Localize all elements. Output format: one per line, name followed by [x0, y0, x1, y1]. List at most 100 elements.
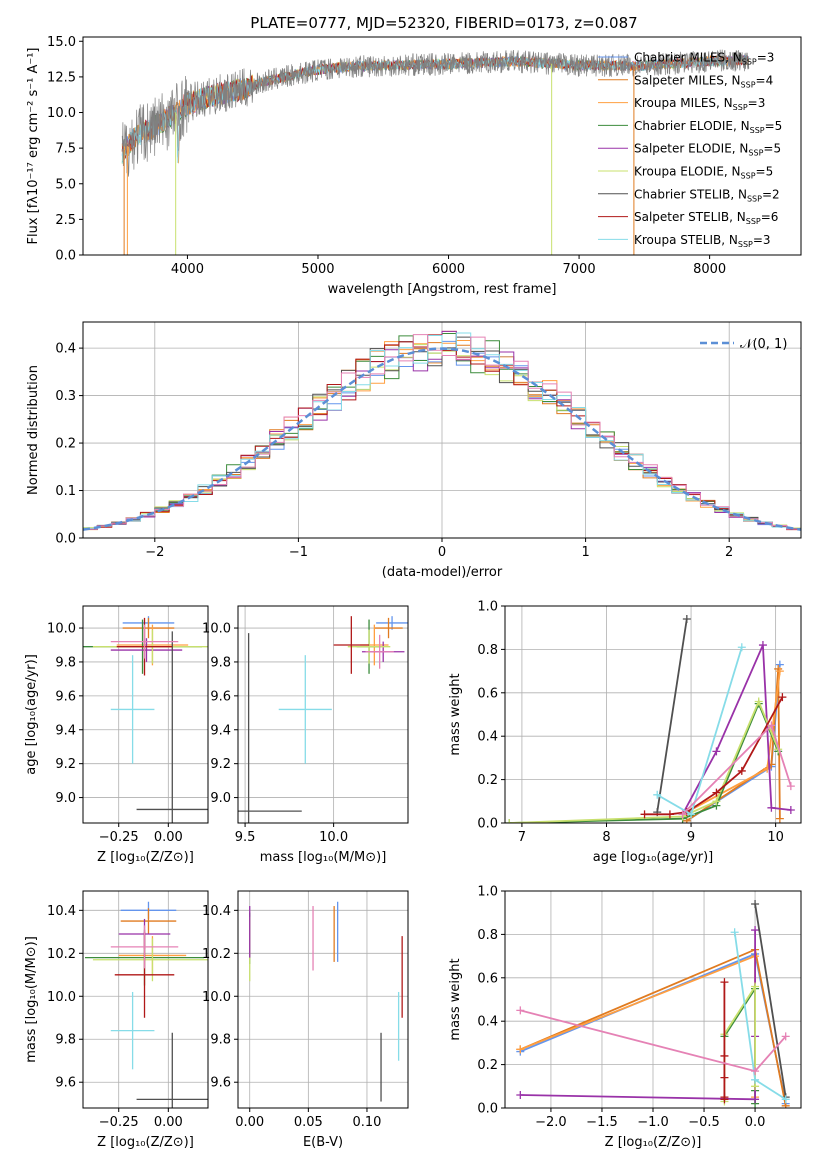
marker: [767, 721, 776, 730]
marker: [781, 1032, 790, 1041]
series-salpeter_stelib: [640, 693, 787, 819]
x-tick-label: −2.0: [535, 1115, 567, 1130]
y-tick-label: 0.4: [55, 342, 76, 357]
x-tick-label: 7: [518, 830, 526, 845]
marker: [751, 1075, 760, 1084]
x-axis-label: Z [log₁₀(Z/Z⊙)]: [97, 1135, 194, 1150]
errorbar-point-kroupa_stelib: [278, 655, 332, 764]
legend-entry: Chabrier STELIB, NSSP=2: [634, 187, 780, 203]
x-tick-label: 0.10: [352, 1115, 381, 1130]
y-tick-label: 0.1: [55, 484, 76, 499]
axes-4: 7 8 9 10 0.0 0.2 0.4 0.6 0.8 1.0 age [log₁₀(age/yr…: [448, 600, 802, 865]
legend-entry: Salpeter ELODIE, NSSP=5: [634, 142, 781, 158]
y-tick-label: 12.5: [47, 70, 76, 85]
y-tick-label: 9.4: [55, 723, 76, 738]
series-pink: [516, 1006, 790, 1076]
series-pink: [678, 721, 795, 819]
errorbar-point-pink: [110, 624, 179, 659]
marker: [682, 615, 691, 624]
y-tick-label: 1.0: [477, 885, 498, 900]
legend-entry: 𝒩(0, 1): [740, 337, 787, 352]
axes-3: 9.5 10.0 9.0 9.2 9.4 9.6 9.8 10.0 mass [log₁₀(M/…: [202, 605, 409, 865]
y-tick-label: 9.8: [210, 655, 231, 670]
y-tick-label: 0.8: [477, 643, 498, 658]
marker: [687, 810, 696, 819]
x-tick-label: 0.00: [154, 1115, 183, 1130]
y-tick-label: 0.0: [477, 1102, 498, 1117]
y-tick-label: 9.6: [55, 1076, 76, 1091]
marker: [775, 814, 784, 823]
errorbar-point-pink: [110, 925, 179, 969]
residual-histogram-kroupa_stelib: [83, 332, 801, 532]
errorbar-point-pink: [365, 634, 394, 669]
axes-frame: [237, 605, 409, 824]
marker: [737, 766, 746, 775]
x-axis-label: age [log₁₀(age/yr)]: [593, 850, 714, 865]
plot-area-0: [121, 49, 750, 255]
chart-title: PLATE=0777, MJD=52320, FIBERID=0173, z=0…: [250, 14, 637, 32]
series-kroupa_miles: [516, 952, 760, 1102]
y-tick-label: 9.4: [210, 723, 231, 738]
axes-1: −2 −1 0 1 2 0.0 0.1 0.2 0.3 0.4 (data-model)/error…: [26, 321, 802, 580]
axes-frame: [82, 605, 209, 824]
y-tick-label: 0.0: [55, 249, 76, 264]
x-tick-label: 0.00: [235, 1115, 264, 1130]
axes-7: −2.0 −1.5 −1.0 −0.5 0.0 0.0 0.2 0.4 0.6 0.8 1.0 Z […: [448, 885, 802, 1150]
marker: [516, 1045, 525, 1054]
y-tick-label: 9.8: [55, 655, 76, 670]
normal-curve: [83, 347, 801, 531]
errorbar-point-kroupa_stelib: [110, 991, 155, 1070]
errorbar-point-chabrier_stelib: [238, 633, 302, 823]
marker: [751, 900, 760, 909]
y-tick-label: 10.0: [202, 622, 231, 637]
series-salpeter_stelib: [720, 978, 729, 1104]
series-kroupa_elodie: [505, 697, 783, 823]
y-tick-label: 2.5: [55, 213, 76, 228]
marker: [786, 782, 795, 791]
errorbar-point-chabrier_stelib: [136, 631, 208, 823]
y-tick-label: 9.6: [210, 689, 231, 704]
x-tick-label: 7000: [563, 262, 596, 277]
y-tick-label: 0.3: [55, 389, 76, 404]
legend-entry: Chabrier MILES, NSSP=3: [634, 51, 774, 67]
marker: [653, 790, 662, 799]
errorbar-point-salpeter_miles: [374, 617, 403, 639]
plot-area-3: [238, 616, 408, 823]
y-axis-label: Normed distribution: [26, 365, 41, 495]
x-tick-label: −0.25: [99, 1115, 139, 1130]
y-tick-label: 15.0: [47, 35, 76, 50]
series-kroupa_elodie: [720, 982, 760, 1106]
errorbar-point-kroupa_elodie: [92, 938, 208, 982]
x-axis-label: (data-model)/error: [382, 565, 503, 580]
plot-area-5: [84, 901, 208, 1108]
plot-area-4: [505, 615, 795, 823]
marker: [516, 1006, 525, 1015]
axes-5: −0.25 0.00 9.6 9.8 10.0 10.2 10.4 Z [log₁₀(Z/Z⊙…: [24, 890, 209, 1150]
x-tick-label: −1.5: [586, 1115, 618, 1130]
legend-entry: Kroupa MILES, NSSP=3: [634, 96, 765, 112]
marker: [775, 667, 784, 676]
y-axis-label: age [log₁₀(age/yr)]: [24, 654, 39, 775]
x-tick-label: 8000: [693, 262, 726, 277]
y-tick-label: 9.0: [55, 791, 76, 806]
marker: [505, 819, 514, 823]
axes-frame: [82, 321, 802, 539]
y-tick-label: 7.5: [55, 142, 76, 157]
x-axis-label: wavelength [Angstrom, rest frame]: [328, 282, 557, 297]
legend-entry: Kroupa STELIB, NSSP=3: [634, 233, 771, 249]
errorbar-point-kroupa_elodie: [347, 629, 391, 664]
errorbar-point-kroupa_stelib: [110, 655, 155, 764]
series-chabrier_stelib: [653, 615, 691, 817]
x-tick-label: 2: [725, 545, 733, 560]
plot-area-6: [249, 901, 403, 1102]
marker: [720, 1073, 729, 1082]
x-tick-label: 0.05: [294, 1115, 323, 1130]
legend: Chabrier MILES, NSSP=3 Salpeter MILES, NS…: [598, 51, 782, 249]
marker: [720, 1051, 729, 1060]
x-tick-label: 0.0: [745, 1115, 766, 1130]
y-tick-label: 10.2: [47, 947, 76, 962]
y-tick-label: 0.4: [477, 730, 498, 745]
legend-entry: Chabrier ELODIE, NSSP=5: [634, 119, 782, 135]
series-salpeter_elodie: [516, 926, 760, 1104]
axes-6: 0.00 0.05 0.10 9.6 9.8 10.0 10.2 10.4 E(B-V): [202, 890, 409, 1150]
